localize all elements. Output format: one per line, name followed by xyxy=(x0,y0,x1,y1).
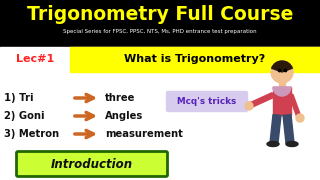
FancyArrow shape xyxy=(273,87,291,115)
FancyBboxPatch shape xyxy=(17,152,167,177)
Text: 3) Metron: 3) Metron xyxy=(4,129,59,139)
Circle shape xyxy=(296,114,304,122)
Text: Lec#1: Lec#1 xyxy=(16,55,54,64)
FancyArrow shape xyxy=(289,94,301,118)
FancyArrow shape xyxy=(270,115,281,143)
Text: Mcq's tricks: Mcq's tricks xyxy=(177,97,236,106)
Bar xyxy=(279,82,285,87)
Circle shape xyxy=(245,102,253,110)
Bar xyxy=(70,47,320,72)
Ellipse shape xyxy=(267,141,279,147)
Text: What is Trigonometry?: What is Trigonometry? xyxy=(124,55,266,64)
Text: three: three xyxy=(105,93,135,103)
Wedge shape xyxy=(273,87,291,96)
FancyArrow shape xyxy=(247,93,274,108)
Text: Introduction: Introduction xyxy=(51,158,133,170)
Text: measurement: measurement xyxy=(105,129,183,139)
Circle shape xyxy=(271,61,293,83)
FancyArrow shape xyxy=(283,115,294,143)
Text: 1) Tri: 1) Tri xyxy=(4,93,34,103)
Ellipse shape xyxy=(286,141,298,147)
Bar xyxy=(0,47,320,180)
Text: Special Series for FPSC, PPSC, NTS, Ms, PHD entrance test preparation: Special Series for FPSC, PPSC, NTS, Ms, … xyxy=(63,30,257,35)
Text: 2) Goni: 2) Goni xyxy=(4,111,44,121)
Text: Angles: Angles xyxy=(105,111,143,121)
Wedge shape xyxy=(272,61,292,72)
FancyBboxPatch shape xyxy=(166,91,247,111)
Text: Trigonometry Full Course: Trigonometry Full Course xyxy=(27,4,293,24)
